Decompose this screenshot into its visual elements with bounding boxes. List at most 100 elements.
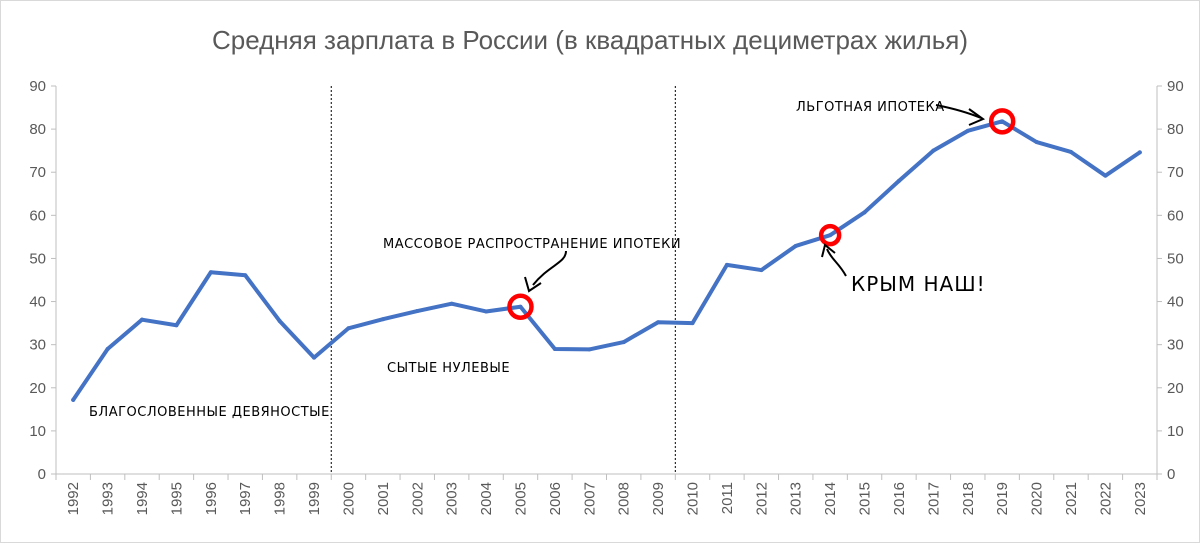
data-point: [140, 317, 145, 322]
x-tick-label: 2001: [375, 482, 392, 515]
y-tick-label-left: 50: [29, 250, 46, 267]
x-tick-label: 1997: [237, 482, 254, 515]
annotation-preferential-mortgage: ЛЬГОТНАЯ ИПОТЕКА: [796, 100, 945, 115]
x-tick-label: 2010: [685, 482, 702, 515]
highlight-markers: [507, 108, 1016, 320]
x-tick-label: 1993: [100, 482, 117, 515]
data-point: [621, 340, 626, 345]
x-tick-label: 2011: [719, 482, 736, 514]
arrowhead-preferential: [968, 108, 986, 126]
y-tick-label-right: 80: [1167, 121, 1184, 138]
y-tick-label-left: 80: [29, 121, 46, 138]
y-tick-label-left: 10: [29, 423, 46, 440]
era-dividers: [330, 86, 676, 474]
data-point: [415, 309, 420, 314]
highlight-circle-2019: [988, 108, 1016, 135]
arrow-mortgage: [532, 250, 567, 286]
x-tick-label: 2019: [994, 482, 1011, 515]
x-tick-label: 2016: [891, 482, 908, 515]
y-tick-label-right: 10: [1167, 423, 1184, 440]
data-point: [518, 304, 523, 309]
y-tick-label-right: 60: [1167, 207, 1184, 224]
x-tick-label: 2012: [753, 482, 770, 515]
x-tick-label: 2009: [650, 482, 667, 515]
y-tick-label-right: 70: [1167, 164, 1184, 181]
x-tick-label: 2003: [444, 482, 461, 515]
data-point: [1103, 173, 1108, 178]
x-tick-label: 2017: [925, 482, 942, 515]
annotations: БЛАГОСЛОВЕННЫЕ ДЕВЯНОСТЫЕ СЫТЫЕ НУЛЕВЫЕ …: [89, 100, 986, 420]
x-tick-label: 2000: [340, 482, 357, 515]
data-point: [862, 210, 867, 215]
data-point: [484, 309, 489, 314]
x-tick-label: 2004: [478, 482, 495, 515]
x-tick-label: 1996: [203, 482, 220, 515]
x-tick-label: 2023: [1132, 482, 1149, 515]
x-tick-label: 1992: [65, 482, 82, 515]
y-tick-label-right: 40: [1167, 294, 1184, 311]
data-point: [243, 273, 248, 278]
arrowhead-mortgage: [524, 276, 542, 293]
data-point: [690, 321, 695, 326]
data-point: [1034, 140, 1039, 145]
data-point: [1137, 150, 1142, 155]
data-point: [174, 323, 179, 328]
annotation-crimea: КРЫМ НАШ!: [851, 272, 986, 296]
annotation-nineties: БЛАГОСЛОВЕННЫЕ ДЕВЯНОСТЫЕ: [89, 405, 330, 420]
y-tick-label-right: 90: [1167, 78, 1184, 95]
data-point: [312, 355, 317, 360]
chart-title: Средняя зарплата в России (в квадратных …: [212, 25, 968, 55]
y-tick-label-left: 30: [29, 337, 46, 354]
x-tick-label: 2013: [788, 482, 805, 515]
arrow-crimea: [826, 248, 847, 277]
x-tick-label: 2018: [960, 482, 977, 515]
data-point: [552, 346, 557, 351]
y-tick-label-right: 50: [1167, 250, 1184, 267]
x-tick-label: 1998: [272, 482, 289, 515]
data-point: [896, 178, 901, 183]
y-tick-label-left: 20: [29, 380, 46, 397]
y-tick-label-left: 40: [29, 294, 46, 311]
data-point: [208, 270, 213, 275]
data-point: [105, 346, 110, 351]
x-tick-label: 2014: [822, 482, 839, 515]
data-point: [793, 243, 798, 248]
x-tick-label: 2002: [409, 482, 426, 515]
annotation-mortgage: МАССОВОЕ РАСПРОСТРАНЕНИЕ ИПОТЕКИ: [383, 237, 681, 252]
data-point: [1068, 149, 1073, 154]
data-point: [724, 262, 729, 267]
y-tick-label-right: 20: [1167, 380, 1184, 397]
x-tick-label: 2022: [1097, 482, 1114, 515]
y-tick-label-left: 90: [29, 78, 46, 95]
y-tick-label-right: 0: [1167, 466, 1175, 483]
x-tick-label: 2008: [616, 482, 633, 515]
x-tick-label: 1999: [306, 482, 323, 515]
data-point: [965, 128, 970, 133]
highlight-circle-2005: [507, 293, 534, 320]
x-tick-label: 2006: [547, 482, 564, 515]
x-tick-label: 1995: [168, 482, 185, 515]
data-point: [656, 320, 661, 325]
arrow-preferential: [935, 104, 982, 119]
y-tick-label-left: 70: [29, 164, 46, 181]
data-point: [277, 318, 282, 323]
y-tick-label-right: 30: [1167, 337, 1184, 354]
data-point: [931, 148, 936, 153]
data-point: [828, 233, 833, 238]
data-point: [1000, 119, 1005, 124]
highlight-circle-2014: [818, 223, 842, 247]
data-point: [346, 326, 351, 331]
x-tick-label: 2007: [581, 482, 598, 515]
x-tick-label: 2005: [512, 482, 529, 515]
data-point: [759, 268, 764, 273]
data-point: [587, 347, 592, 352]
data-point: [71, 397, 76, 402]
data-point: [449, 301, 454, 306]
x-tick-label: 2020: [1029, 482, 1046, 515]
x-tick-label: 2015: [857, 482, 874, 515]
arrowhead-crimea: [821, 243, 836, 258]
y-tick-label-left: 60: [29, 207, 46, 224]
